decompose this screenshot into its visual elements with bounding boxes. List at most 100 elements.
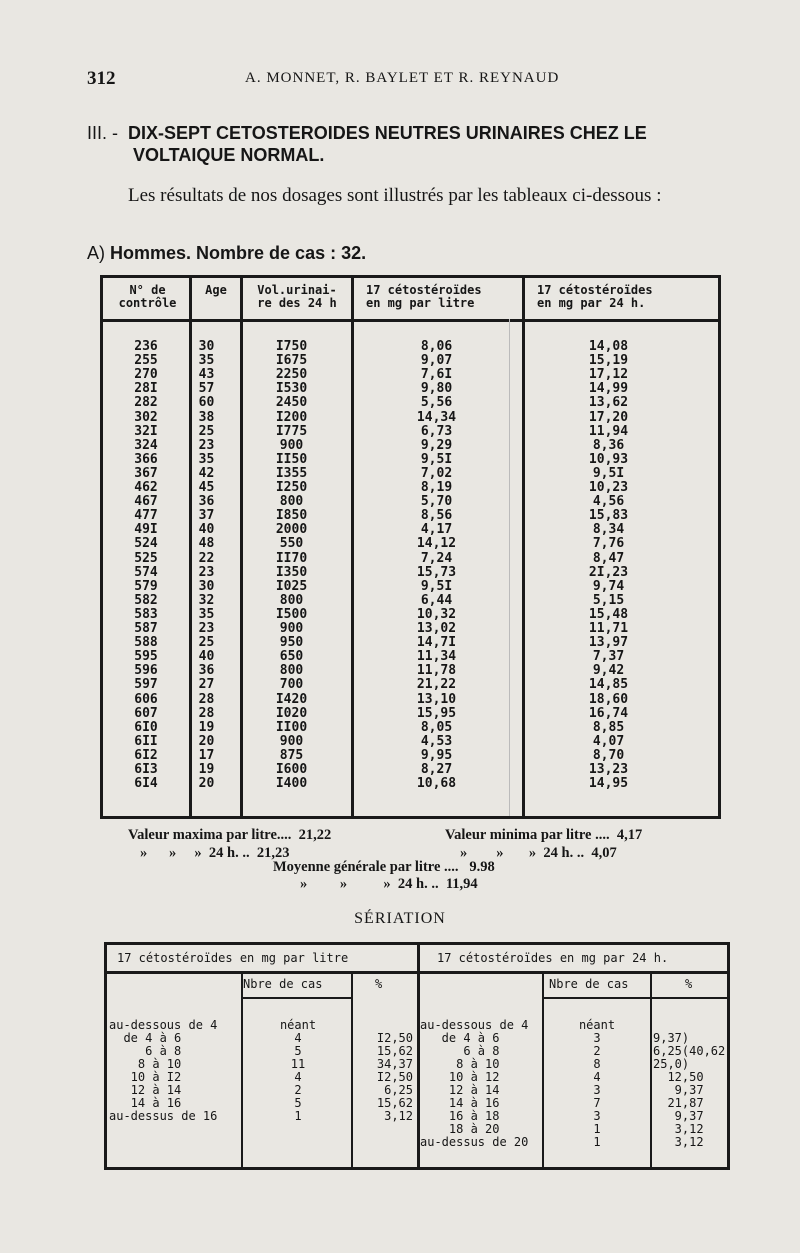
right-counts: néant 3 2 8 4 3 7 3 1 1 xyxy=(578,1018,616,1149)
header-ketosteroids-per-litre: 17 cétostéroïdes en mg par litre xyxy=(366,283,482,310)
age-cell: 20 xyxy=(198,776,215,792)
age-cell: 38 xyxy=(198,409,215,425)
age-cell: 40 xyxy=(198,522,215,538)
ketosteroids-per-24h-cell: 10,23 xyxy=(588,480,629,495)
max-per-litre: Valeur maxima par litre.... 21,22 xyxy=(128,827,332,843)
urine-volume-cell: I200 xyxy=(275,409,308,425)
ketosteroids-per-24h-cell: 14,08 xyxy=(588,339,629,354)
age-cell: 17 xyxy=(198,747,215,763)
ketosteroids-per-24h-cell: 8,85 xyxy=(592,719,625,735)
control-number-cell: 574 xyxy=(134,564,158,580)
ketosteroids-per-litre-cell: 8,05 xyxy=(420,719,453,735)
control-number-cell: 32I xyxy=(134,423,158,439)
control-number-cell: 255 xyxy=(134,353,158,369)
ketosteroids-per-litre-cell: 7,24 xyxy=(420,550,453,566)
page-number: 312 xyxy=(87,68,116,89)
ketosteroids-per-24h-cell: 4,07 xyxy=(592,733,625,749)
faint-rule xyxy=(509,319,510,816)
urine-volume-cell: I420 xyxy=(275,691,308,707)
ketosteroids-per-litre-cell: 8,06 xyxy=(420,339,453,354)
urine-volume-cell: II70 xyxy=(275,550,308,566)
ketosteroids-per-24h-cell: 15,48 xyxy=(588,606,629,622)
urine-volume-cell: 2250 xyxy=(275,367,308,383)
control-number-cell: 525 xyxy=(134,550,158,566)
ketosteroids-per-24h-cell: 15,19 xyxy=(588,353,629,369)
ketosteroids-per-24h-cell: 14,85 xyxy=(588,677,629,693)
urine-volume-cell: 550 xyxy=(279,536,304,552)
ketosteroids-per-24h-cell: 11,71 xyxy=(588,621,629,636)
control-number-cell: 282 xyxy=(134,395,158,411)
urine-volume-cell: 900 xyxy=(279,621,304,636)
control-number-cell: 579 xyxy=(134,578,158,594)
control-number-cell: 477 xyxy=(134,508,158,524)
age-cell: 32 xyxy=(198,592,215,608)
urine-volume-cell: I675 xyxy=(275,353,308,369)
ketosteroids-per-24h-cell: 14,95 xyxy=(588,776,629,792)
urine-volume-cell: I775 xyxy=(275,423,308,439)
age-cell: 42 xyxy=(198,465,215,481)
ketosteroids-per-litre-cell: 7,6I xyxy=(420,367,453,383)
urine-volume-cell: I250 xyxy=(275,480,308,495)
mean-per-24h: » » » 24 h. .. 11,94 xyxy=(300,876,478,892)
urine-volume-cell: II50 xyxy=(275,451,308,467)
age-cell: 35 xyxy=(198,451,215,467)
header-urine-volume: Vol.urinai- re des 24 h xyxy=(257,283,337,310)
age-cell: 28 xyxy=(198,705,215,721)
right-col-count-header: Nbre de cas xyxy=(549,977,629,991)
urine-volume-cell: I530 xyxy=(275,381,308,397)
control-number-cell: 366 xyxy=(134,451,158,467)
min-per-24h: » » » 24 h. .. 4,07 xyxy=(460,845,617,861)
section-title-line1: DIX-SEPT CETOSTEROIDES NEUTRES URINAIRES… xyxy=(128,123,647,143)
ketosteroids-per-24h-cell: 15,83 xyxy=(588,508,629,524)
ketosteroids-per-litre-cell: 4,53 xyxy=(420,733,453,749)
right-ranges: au-dessous de 4 de 4 à 6 6 à 8 8 à 10 10… xyxy=(420,1018,529,1149)
control-number-cell: 6I3 xyxy=(134,762,158,777)
ketosteroids-per-litre-cell: 8,27 xyxy=(420,762,453,777)
header-ketosteroids-per-24h: 17 cétostéroïdes en mg par 24 h. xyxy=(537,283,653,310)
urine-volume-cell: 700 xyxy=(279,677,304,693)
column-rule xyxy=(240,278,243,816)
header-control-number: N° de contrôle xyxy=(118,283,177,310)
ketosteroids-per-24h-cell: 5,15 xyxy=(592,592,625,608)
control-number-cell: 6II xyxy=(134,733,158,749)
control-number-cell: 587 xyxy=(134,621,158,636)
ketosteroids-per-litre-cell: 9,29 xyxy=(420,437,453,453)
ketosteroids-per-litre-cell: 10,68 xyxy=(416,776,457,792)
min-per-litre: Valeur minima par litre .... 4,17 xyxy=(445,827,643,843)
right-header: 17 cétostéroïdes en mg par 24 h. xyxy=(437,951,669,965)
control-number-cell: 597 xyxy=(134,677,158,693)
column-rule xyxy=(189,278,192,816)
control-number-cell: 588 xyxy=(134,635,158,651)
ketosteroids-per-litre-cell: 11,78 xyxy=(416,663,457,679)
ketosteroids-per-24h-cell: 17,20 xyxy=(588,409,629,425)
age-cell: 23 xyxy=(198,621,215,636)
ketosteroids-per-litre-cell: 14,7I xyxy=(416,635,457,651)
control-number-cell: 583 xyxy=(134,606,158,622)
ketosteroids-per-litre-cell: 8,19 xyxy=(420,480,453,495)
ketosteroids-per-24h-cell: 10,93 xyxy=(588,451,629,467)
urine-volume-cell: 800 xyxy=(279,592,304,608)
ketosteroids-per-litre-cell: 6,44 xyxy=(420,592,453,608)
ketosteroids-per-24h-cell: 18,60 xyxy=(588,691,629,707)
age-cell: 48 xyxy=(198,536,215,552)
ketosteroids-per-24h-cell: 17,12 xyxy=(588,367,629,383)
ketosteroids-per-24h-cell: 13,97 xyxy=(588,635,629,651)
control-number-cell: 606 xyxy=(134,691,158,707)
ketosteroids-per-24h-cell: 14,99 xyxy=(588,381,629,397)
subheading-label: A) xyxy=(87,243,111,263)
control-number-cell: 302 xyxy=(134,409,158,425)
urine-volume-cell: I850 xyxy=(275,508,308,524)
age-cell: 23 xyxy=(198,564,215,580)
control-number-cell: 324 xyxy=(134,437,158,453)
control-number-cell: 595 xyxy=(134,649,158,665)
ketosteroids-per-litre-cell: 13,10 xyxy=(416,691,457,707)
ketosteroids-per-litre-cell: 14,34 xyxy=(416,409,457,425)
urine-volume-cell: I020 xyxy=(275,705,308,721)
age-cell: 36 xyxy=(198,663,215,679)
age-cell: 30 xyxy=(198,339,215,354)
control-number-cell: 6I4 xyxy=(134,776,158,792)
urine-volume-cell: 875 xyxy=(279,747,304,763)
control-number-cell: 236 xyxy=(134,339,158,354)
ketosteroids-per-litre-cell: 14,12 xyxy=(416,536,457,552)
age-cell: 25 xyxy=(198,423,215,439)
